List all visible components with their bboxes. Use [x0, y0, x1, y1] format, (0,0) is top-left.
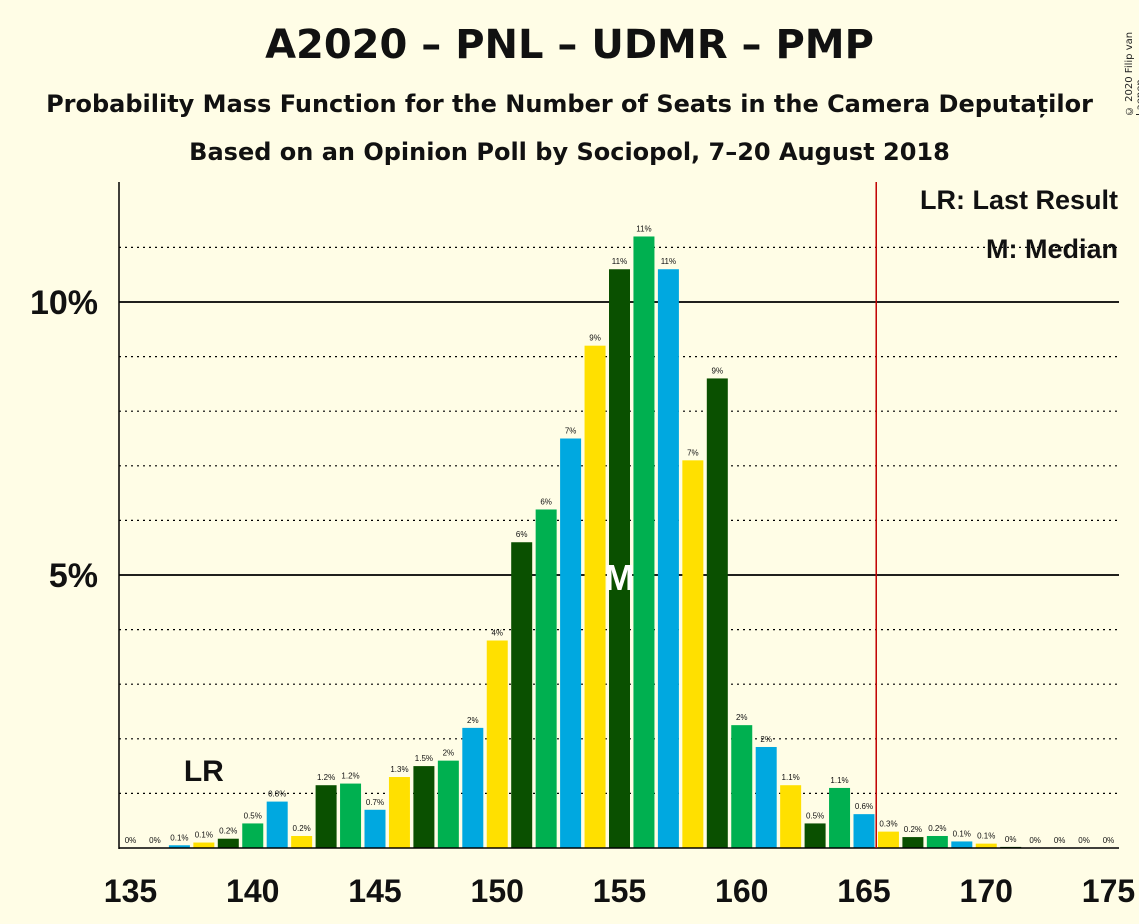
- legend: LR: Last Result M: Median: [920, 185, 1118, 264]
- bar-142: [291, 835, 313, 848]
- bar-label-150: 4%: [491, 629, 503, 638]
- bar-label-160: 2%: [736, 713, 748, 722]
- bar-label-151: 6%: [516, 530, 528, 539]
- bar-169: [951, 841, 973, 848]
- bar-label-173: 0%: [1054, 836, 1066, 845]
- x-tick-label: 170: [960, 873, 1013, 909]
- bar-143: [315, 785, 337, 848]
- bar-label-155: 11%: [612, 257, 627, 266]
- bar-145: [364, 809, 386, 848]
- bar-label-138: 0.1%: [195, 831, 213, 840]
- bar-label-139: 0.2%: [219, 827, 237, 836]
- bar-label-145: 0.7%: [366, 798, 384, 807]
- bar-label-146: 1.3%: [390, 765, 408, 774]
- bar-label-157: 11%: [661, 257, 676, 266]
- bar-label-148: 2%: [443, 749, 455, 758]
- bar-152: [535, 509, 557, 848]
- bar-label-142: 0.2%: [293, 824, 311, 833]
- bar-160: [731, 725, 753, 848]
- bar-label-154: 9%: [589, 334, 601, 343]
- bar-140: [242, 823, 264, 848]
- bar-label-163: 0.5%: [806, 811, 824, 820]
- x-tick-label: 145: [348, 873, 401, 909]
- bar-label-159: 9%: [712, 366, 724, 375]
- bar-label-171: 0%: [1005, 835, 1017, 844]
- bar-158: [682, 460, 704, 848]
- bar-167: [902, 837, 924, 848]
- bar-label-141: 0.8%: [268, 790, 286, 799]
- bar-156: [633, 236, 655, 849]
- bar-155: [609, 269, 630, 848]
- bar-165: [853, 814, 875, 848]
- bar-label-175: 0%: [1103, 836, 1115, 845]
- bar-label-170: 0.1%: [977, 832, 995, 841]
- chart-title: A2020 – PNL – UDMR – PMP: [265, 22, 874, 68]
- bar-label-162: 1.1%: [782, 773, 800, 782]
- x-tick-label: 150: [471, 873, 524, 909]
- bar-label-136: 0%: [149, 836, 161, 845]
- y-tick-label: 5%: [49, 557, 98, 595]
- bar-144: [340, 783, 362, 848]
- bar-150: [486, 640, 508, 848]
- bar-label-156: 11%: [636, 224, 651, 233]
- bar-157: [657, 269, 679, 848]
- last-result-marker: LR: [184, 755, 224, 788]
- bar-label-164: 1.1%: [830, 776, 848, 785]
- bar-141: [266, 801, 288, 848]
- bar-164: [829, 787, 851, 848]
- bar-label-135: 0%: [125, 836, 137, 845]
- bar-163: [804, 823, 826, 848]
- x-tick-label: 160: [715, 873, 768, 909]
- bar-label-143: 1.2%: [317, 773, 335, 782]
- bar-label-174: 0%: [1078, 836, 1090, 845]
- y-tick-label: 10%: [30, 284, 98, 322]
- bar-label-140: 0.5%: [244, 811, 262, 820]
- bar-147: [413, 766, 435, 848]
- bar-label-152: 6%: [540, 497, 552, 506]
- bar-168: [926, 835, 948, 848]
- bar-label-149: 2%: [467, 716, 479, 725]
- bar-label-166: 0.3%: [879, 820, 897, 829]
- bar-162: [780, 785, 802, 848]
- x-tick-label: 175: [1082, 873, 1135, 909]
- bar-153: [560, 438, 582, 848]
- bar-149: [462, 727, 484, 848]
- bar-label-168: 0.2%: [928, 824, 946, 833]
- bar-label-165: 0.6%: [855, 802, 873, 811]
- bar-label-161: 2%: [760, 735, 772, 744]
- bar-label-144: 1.2%: [341, 772, 359, 781]
- bar-137: [168, 845, 190, 848]
- x-tick-label: 135: [104, 873, 157, 909]
- bars: [168, 236, 1022, 849]
- bar-146: [388, 777, 410, 848]
- bar-159: [706, 378, 728, 848]
- bar-labels: 0% 0% 0.1% 0.1% 0.2% 0.5% 0.8% 0.2% 1.2% 1.2% 0.7%…: [125, 224, 1115, 845]
- bar-148: [437, 760, 459, 848]
- legend-last-result: LR: Last Result: [920, 185, 1118, 215]
- x-tick-label: 140: [226, 873, 279, 909]
- bar-151: [511, 542, 533, 848]
- bar-label-153: 7%: [565, 427, 577, 436]
- bar-label-172: 0%: [1029, 836, 1041, 845]
- bar-166: [877, 831, 899, 848]
- bar-139: [217, 838, 239, 848]
- median-marker: M: [605, 557, 635, 598]
- x-tick-label: 165: [837, 873, 890, 909]
- x-tick-label: 155: [593, 873, 646, 909]
- bar-label-158: 7%: [687, 448, 699, 457]
- chart-subtitle-poll: Based on an Opinion Poll by Sociopol, 7–…: [189, 138, 950, 166]
- chart-subtitle: Probability Mass Function for the Number…: [46, 90, 1093, 118]
- bar-170: [975, 843, 997, 848]
- bar-154: [584, 345, 606, 848]
- bar-label-137: 0.1%: [170, 833, 188, 842]
- bar-label-169: 0.1%: [953, 829, 971, 838]
- bar-138: [193, 842, 215, 848]
- axes: 135 140 145 150 155 160 165 170 175 5% 10%: [30, 182, 1135, 909]
- bar-161: [755, 746, 777, 848]
- bar-label-167: 0.2%: [904, 825, 922, 834]
- bar-label-147: 1.5%: [415, 754, 433, 763]
- markers: M LR: [184, 182, 877, 848]
- legend-median: M: Median: [986, 234, 1118, 264]
